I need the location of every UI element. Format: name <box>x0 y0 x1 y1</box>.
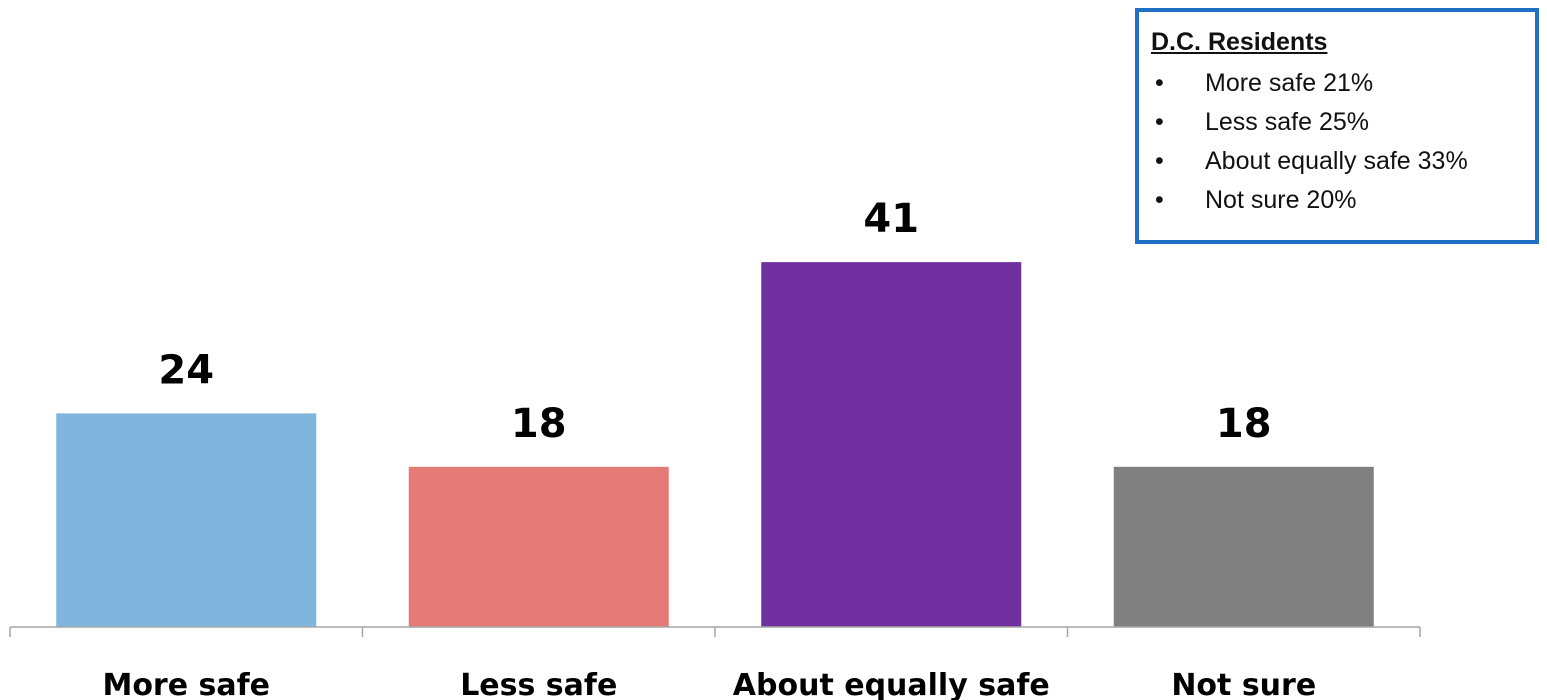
bar-3 <box>761 262 1022 627</box>
category-label-3: About equally safe <box>733 668 1050 700</box>
category-label-4: Not sure <box>1171 668 1316 700</box>
x-axis <box>9 626 1421 637</box>
value-label-2: 18 <box>511 401 567 447</box>
inset-item-text: More safe 21% <box>1205 69 1374 97</box>
value-label-4: 18 <box>1216 401 1272 447</box>
value-label-3: 41 <box>863 196 919 242</box>
category-labels-group: More safe Less safe About equally safe Not … <box>102 668 1316 700</box>
value-label-1: 24 <box>158 347 214 393</box>
inset-list: • More safe 21% • Less safe 25% • About equ… <box>1151 64 1535 220</box>
inset-item: • More safe 21% <box>1155 69 1374 97</box>
bar-4 <box>1113 466 1374 627</box>
bar-2 <box>408 466 669 627</box>
bar-1 <box>56 413 317 627</box>
category-label-1: More safe <box>102 668 270 700</box>
inset-item: • Less safe 25% <box>1155 108 1369 136</box>
inset-item-text: About equally safe 33% <box>1205 147 1468 175</box>
bars-group <box>56 262 1374 627</box>
inset-item: • Not sure 20% <box>1155 186 1357 214</box>
inset-item-text: Not sure 20% <box>1205 186 1357 214</box>
value-labels-group: 24 18 41 18 <box>158 196 1271 447</box>
category-label-2: Less safe <box>460 668 617 700</box>
inset-item: • About equally safe 33% <box>1155 147 1468 175</box>
dc-residents-inset: D.C. Residents • More safe 21% • Less safe… <box>1135 8 1539 244</box>
inset-title: D.C. Residents <box>1151 28 1328 56</box>
inset-item-text: Less safe 25% <box>1205 108 1369 136</box>
